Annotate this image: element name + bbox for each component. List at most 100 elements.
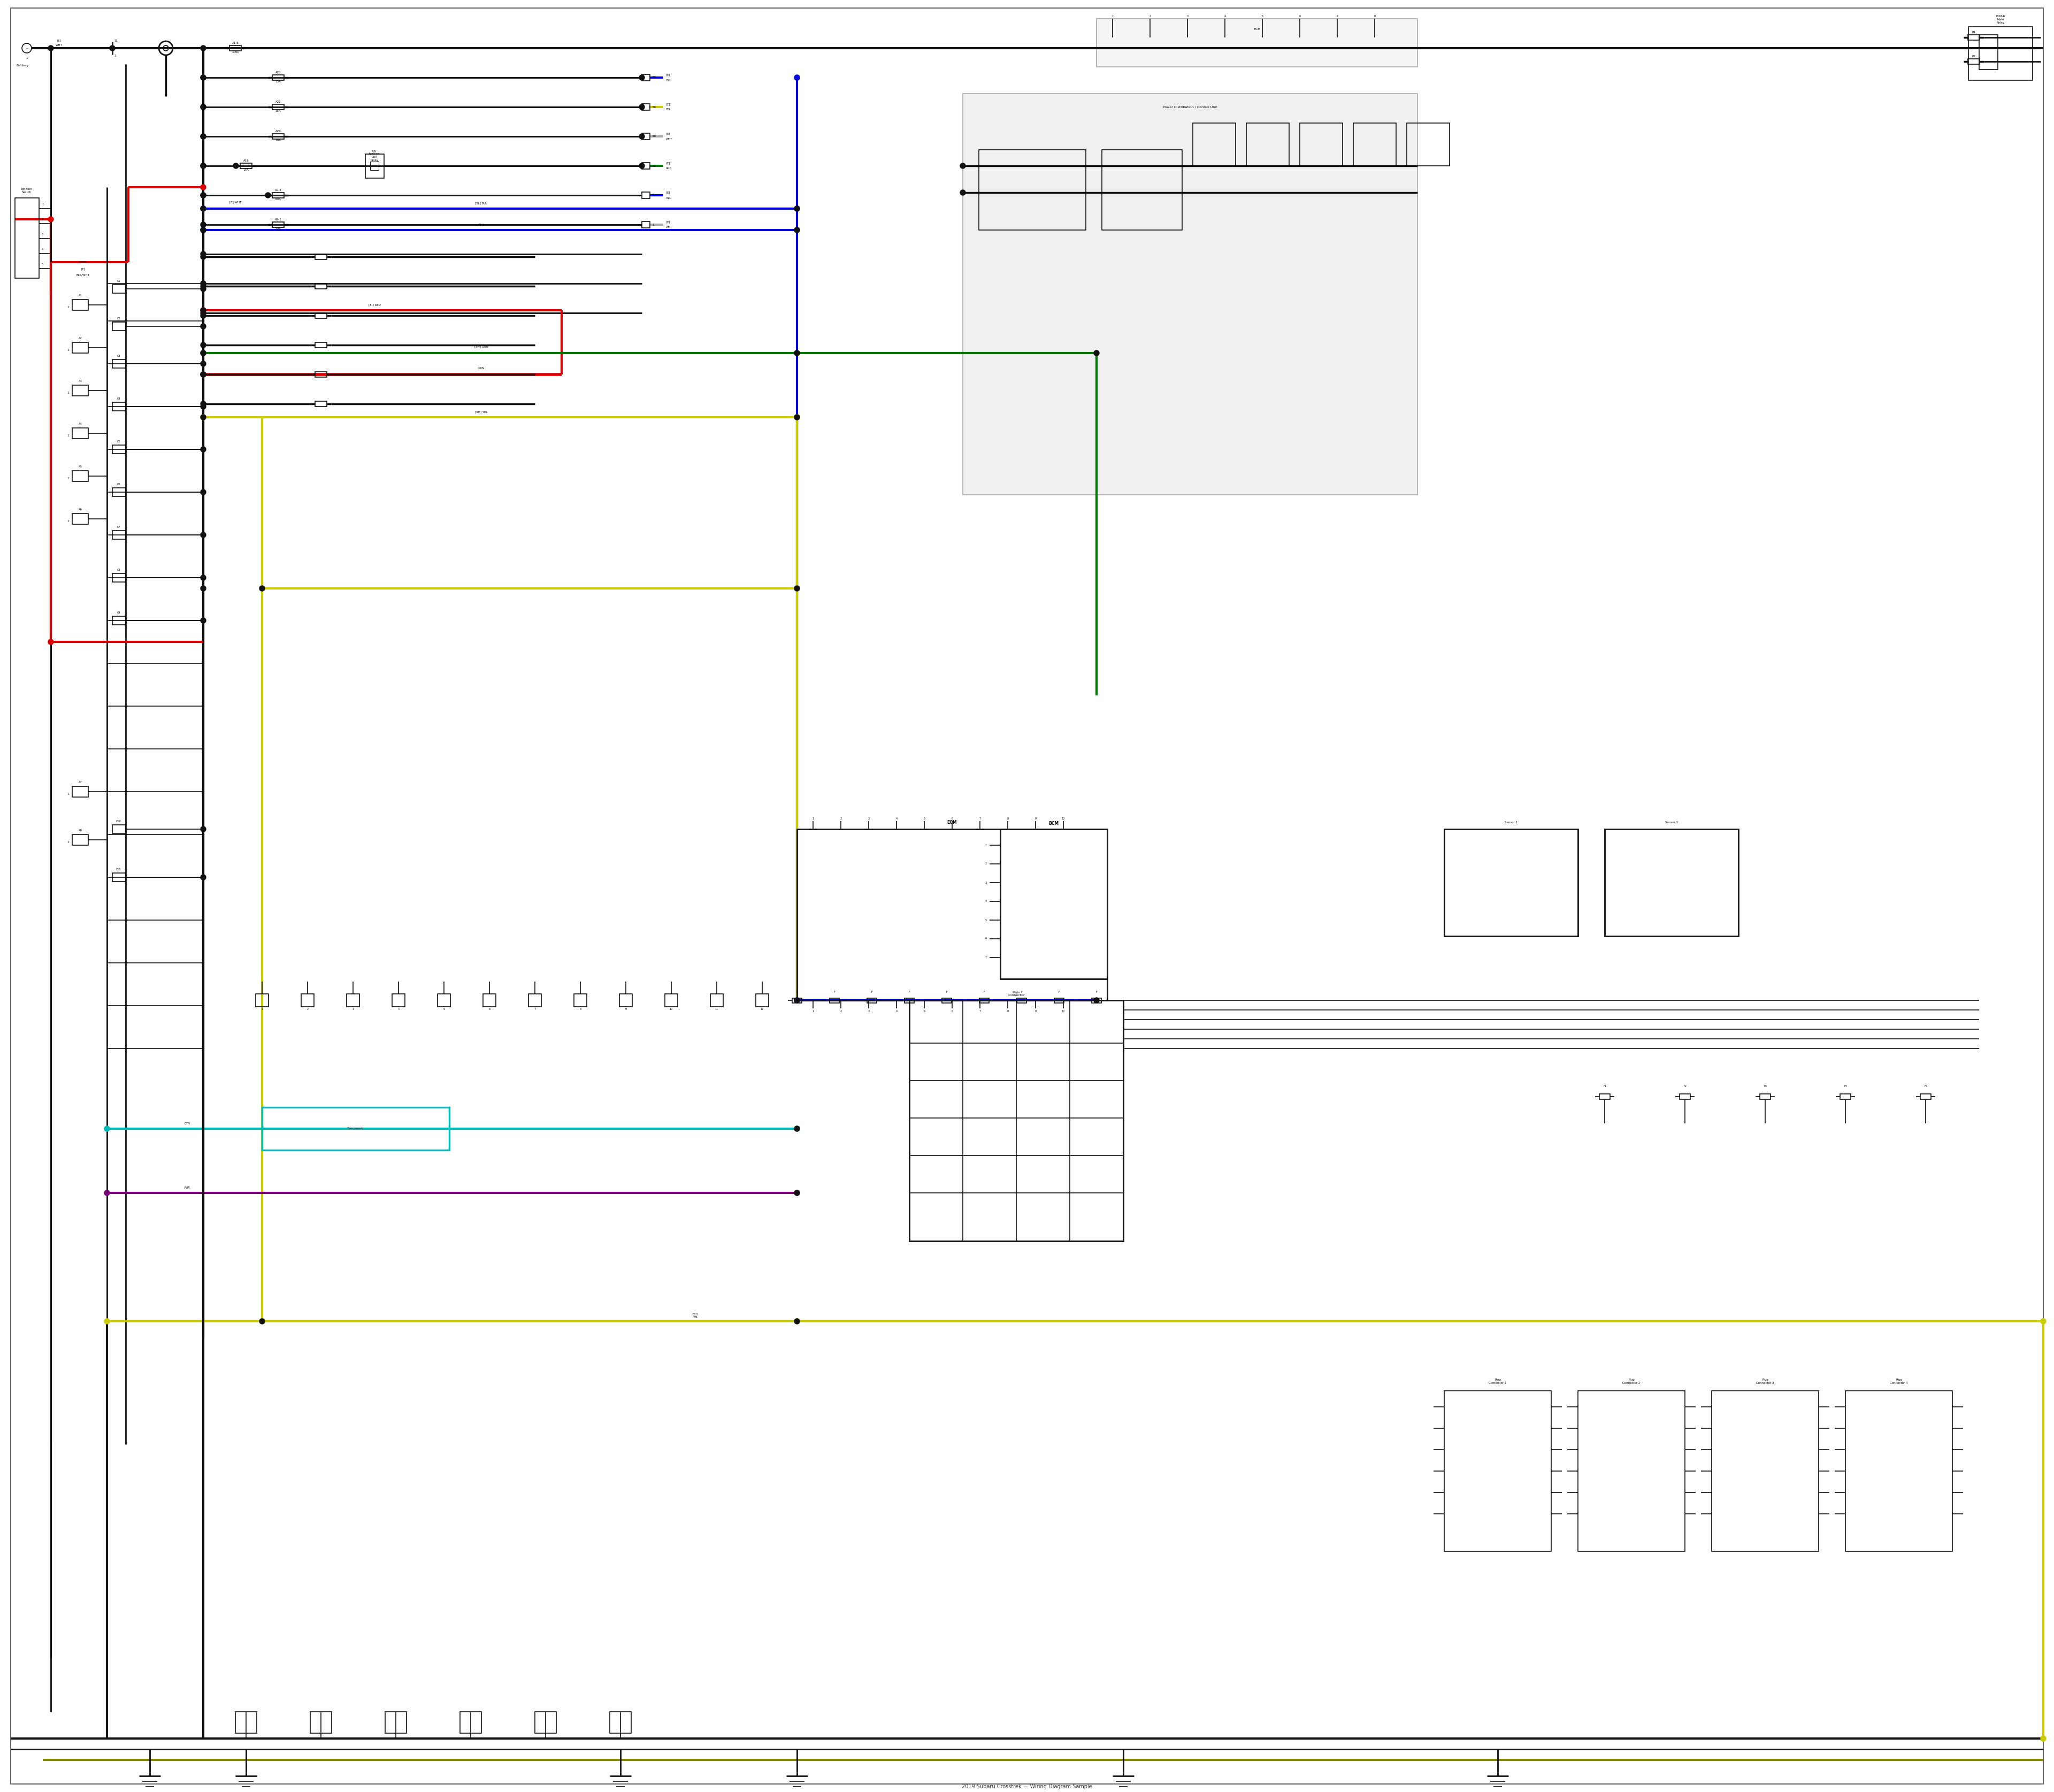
Bar (1600, 1093, 1610, 1098)
Circle shape (201, 134, 205, 140)
Circle shape (47, 217, 53, 222)
Bar (314, 283, 327, 289)
Text: 10: 10 (1062, 817, 1066, 819)
Text: 42: 42 (653, 165, 657, 167)
Circle shape (795, 1125, 799, 1131)
Bar (641, 104, 649, 109)
Circle shape (201, 360, 205, 366)
Bar (980, 998, 990, 1004)
Text: WHT: WHT (665, 226, 672, 229)
Bar (1840, 1093, 1851, 1098)
Circle shape (639, 104, 645, 109)
Bar (1101, 151, 1183, 229)
Circle shape (201, 228, 205, 233)
Text: WHT: WHT (55, 43, 62, 47)
Text: F3: F3 (1764, 1084, 1766, 1088)
Circle shape (201, 228, 205, 233)
Text: Power Distribution / Control Unit: Power Distribution / Control Unit (1163, 106, 1218, 108)
Circle shape (201, 75, 205, 81)
Text: 15A: 15A (242, 168, 249, 172)
Bar (273, 104, 283, 109)
Bar (314, 314, 327, 319)
Circle shape (2040, 1319, 2046, 1324)
Text: [E]: [E] (665, 133, 670, 134)
Text: A2-1: A2-1 (275, 219, 281, 220)
Text: BCM: BCM (1050, 821, 1060, 826)
Bar (263, 1107, 450, 1150)
Text: 60A: 60A (275, 197, 281, 201)
Text: BLU: BLU (479, 224, 485, 226)
Circle shape (795, 1125, 799, 1131)
Circle shape (201, 308, 205, 314)
Bar (1444, 830, 1577, 935)
Circle shape (795, 351, 799, 357)
Circle shape (201, 314, 205, 319)
Bar (230, 45, 240, 50)
Circle shape (2040, 1736, 2046, 1742)
Circle shape (201, 586, 205, 591)
Bar (1093, 998, 1101, 1004)
Bar (113, 573, 125, 582)
Bar (273, 192, 283, 197)
Bar (711, 995, 723, 1007)
Circle shape (1095, 351, 1099, 357)
Circle shape (795, 1319, 799, 1324)
Circle shape (201, 618, 205, 624)
Circle shape (795, 206, 799, 211)
Circle shape (201, 446, 205, 452)
Text: F2: F2 (1684, 1084, 1686, 1088)
Bar (236, 1711, 257, 1733)
Text: C5: C5 (117, 441, 121, 443)
Text: C9: C9 (117, 611, 121, 615)
Text: [E]: [E] (80, 267, 84, 271)
Text: C11: C11 (117, 867, 121, 871)
Bar (314, 371, 327, 376)
Text: A16: A16 (242, 159, 249, 161)
Bar (113, 530, 125, 539)
Bar (273, 134, 283, 140)
Text: [5H] YEL: [5H] YEL (474, 410, 487, 414)
Text: C1: C1 (117, 280, 121, 283)
Text: C7: C7 (117, 525, 121, 529)
Circle shape (795, 998, 799, 1004)
Circle shape (201, 371, 205, 376)
Circle shape (201, 401, 205, 407)
Text: PUR: PUR (185, 1186, 191, 1188)
Bar (1604, 830, 1738, 935)
Circle shape (639, 163, 645, 168)
Text: [E] WHT: [E] WHT (230, 201, 240, 204)
Text: A22: A22 (275, 100, 281, 104)
Circle shape (105, 1190, 109, 1195)
Text: 10A: 10A (275, 140, 281, 142)
Text: 59: 59 (653, 77, 657, 79)
Circle shape (201, 192, 205, 197)
Text: BLU: BLU (665, 79, 672, 82)
Circle shape (201, 414, 205, 419)
Text: C8: C8 (117, 568, 121, 572)
Text: 10: 10 (1062, 1009, 1066, 1012)
Bar (1920, 1093, 1931, 1098)
Bar (255, 995, 269, 1007)
Bar (573, 995, 587, 1007)
Text: 2019 Subaru Crosstrek — Wiring Diagram Sample: 2019 Subaru Crosstrek — Wiring Diagram S… (961, 1785, 1093, 1790)
Bar (240, 163, 253, 168)
Text: 11: 11 (715, 1009, 719, 1011)
Circle shape (795, 586, 799, 591)
Circle shape (795, 228, 799, 233)
Text: A21: A21 (275, 72, 281, 73)
Text: Sensor 1: Sensor 1 (1506, 821, 1518, 824)
Text: T1: T1 (113, 39, 117, 41)
Circle shape (201, 104, 205, 109)
Circle shape (959, 190, 965, 195)
Bar (72, 428, 88, 439)
Bar (72, 299, 88, 310)
Text: M4
Ignition
Coil
Relay: M4 Ignition Coil Relay (370, 149, 380, 161)
Text: CYN: CYN (185, 1122, 191, 1125)
Bar (1844, 1391, 1953, 1552)
Circle shape (105, 1319, 109, 1324)
Bar (113, 444, 125, 453)
Text: A6: A6 (78, 509, 82, 511)
Text: GRN: GRN (479, 367, 485, 369)
Bar (1577, 1391, 1684, 1552)
Bar (1247, 124, 1290, 167)
